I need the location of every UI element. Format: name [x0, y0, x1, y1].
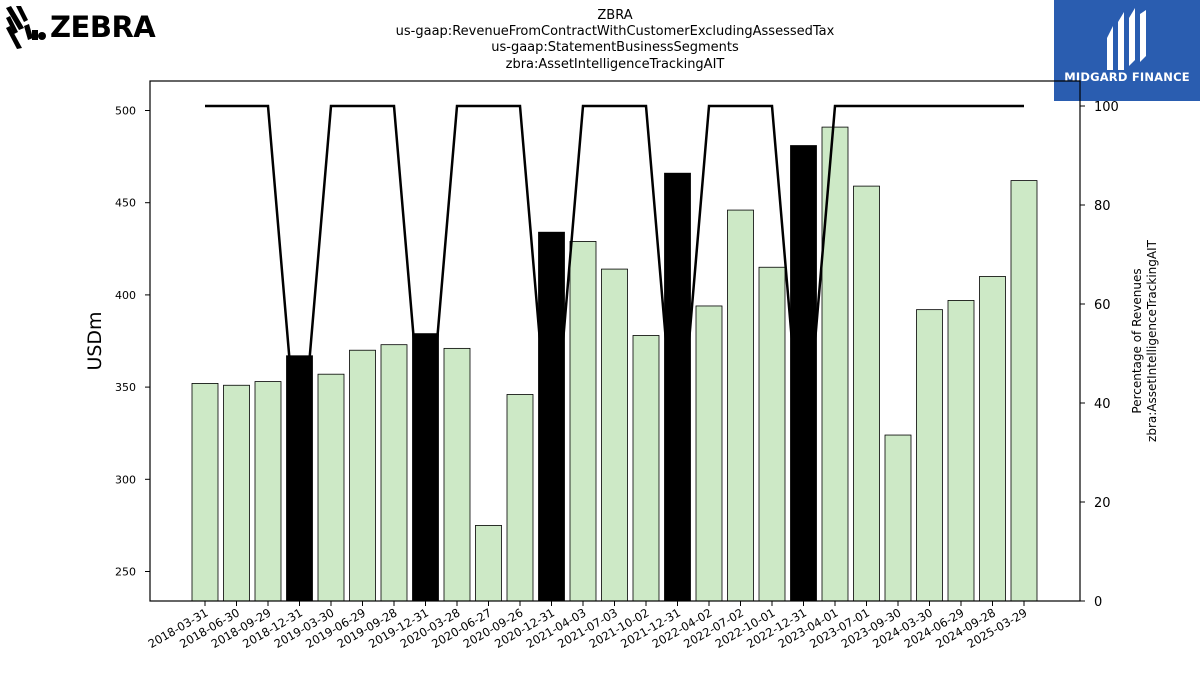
bar-2024-06-29: [947, 300, 975, 602]
midgard-brand-name: MIDGARD FINANCE: [1064, 70, 1190, 84]
bar-2022-07-02: [727, 209, 754, 602]
bar-2022-04-02: [695, 305, 723, 602]
bar-2020-09-26: [506, 394, 534, 602]
zebra-head-icon: [6, 6, 46, 49]
y-tick-label-350: 350: [115, 381, 136, 394]
bar-2020-03-28: [443, 347, 471, 602]
bar-2025-03-29: [1010, 180, 1038, 602]
y-axis-label: USDm: [84, 311, 106, 370]
midgard-finance-logo: MIDGARD FINANCE: [1054, 0, 1200, 101]
y-tick-label-450: 450: [115, 197, 136, 210]
bar-2021-04-03: [569, 241, 597, 602]
chart-title-concept: us-gaap:RevenueFromContractWithCustomerE…: [395, 24, 835, 39]
bar-2020-06-27: [475, 524, 502, 602]
y-tick-label-300: 300: [115, 473, 136, 486]
bar-2024-09-28: [979, 276, 1006, 602]
y-right-tick-label-60: 60: [1094, 298, 1111, 313]
y-right-tick-label-40: 40: [1094, 397, 1111, 412]
y-tick-label-250: 250: [115, 565, 136, 578]
y-right-tick-label-20: 20: [1094, 496, 1111, 511]
chart-title-axis: us-gaap:StatementBusinessSegments: [491, 40, 739, 55]
midgard-emblem-icon: [1107, 8, 1146, 70]
bar-2024-03-30: [916, 309, 943, 602]
y-tick-label-400: 400: [115, 289, 136, 302]
bar-2020-12-31: [538, 231, 565, 602]
bar-2022-10-01: [758, 266, 786, 602]
bar-2018-06-30: [223, 384, 250, 602]
bar-2021-07-03: [601, 268, 628, 602]
bar-2023-04-01: [821, 126, 849, 602]
y-right-tick-label-0: 0: [1094, 595, 1102, 610]
y-right-axis-label-2: zbra:AssetIntelligenceTrackingAIT: [1145, 239, 1159, 442]
bar-2019-09-28: [380, 344, 408, 602]
bar-2021-10-02: [632, 335, 660, 602]
chart-title-member: zbra:AssetIntelligenceTrackingAIT: [505, 57, 725, 72]
bar-2018-09-29: [254, 381, 282, 602]
chart-title-ticker: ZBRA: [597, 8, 633, 23]
zebra-logo: ZEBRA: [4, 4, 156, 50]
y-tick-label-500: 500: [115, 105, 136, 118]
y-right-tick-label-80: 80: [1094, 199, 1111, 214]
bar-2018-12-31: [286, 355, 313, 602]
bar-2023-07-01: [853, 185, 880, 602]
percentage-line: [205, 104, 1024, 478]
bar-2019-06-29: [349, 349, 376, 602]
bar-2019-03-30: [317, 373, 345, 602]
bar-2023-09-30: [884, 434, 912, 602]
y-right-axis-label-1: Percentage of Revenues: [1130, 268, 1144, 413]
bar-2018-03-31: [191, 383, 219, 602]
bar-2021-12-31: [664, 172, 691, 602]
zebra-wordmark: ZEBRA: [50, 10, 156, 44]
y-right-tick-label-100: 100: [1094, 100, 1119, 115]
